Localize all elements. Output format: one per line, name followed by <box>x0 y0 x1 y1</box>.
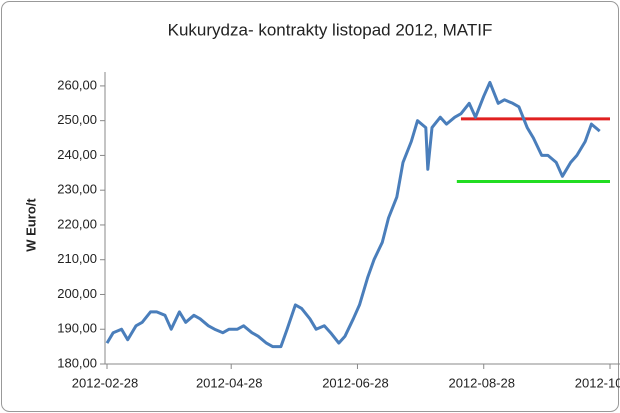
x-tick-label: 2012-04-28 <box>196 375 263 390</box>
x-tick-label: 2012-06-28 <box>322 375 389 390</box>
y-tick-label: 200,00 <box>57 286 97 301</box>
y-tick-label: 180,00 <box>57 355 97 370</box>
y-tick-label: 260,00 <box>57 77 97 92</box>
y-axis-label: W Euro/t <box>23 198 38 252</box>
y-tick-label: 210,00 <box>57 251 97 266</box>
data-line <box>105 80 601 349</box>
x-tick-label: 2012-02-28 <box>72 375 139 390</box>
chart-title: Kukurydza- kontrakty listopad 2012, MATI… <box>168 20 493 39</box>
y-tick-label: 240,00 <box>57 147 97 162</box>
y-tick-label: 250,00 <box>57 112 97 127</box>
x-tick-label: 2012-10-28 <box>575 375 620 390</box>
x-tick-label: 2012-08-28 <box>448 375 515 390</box>
y-tick-label: 190,00 <box>57 321 97 336</box>
y-tick-label: 220,00 <box>57 216 97 231</box>
y-tick-label: 230,00 <box>57 182 97 197</box>
